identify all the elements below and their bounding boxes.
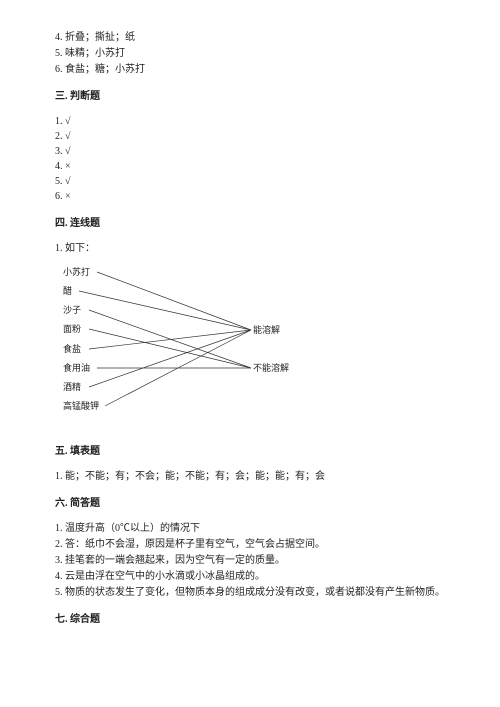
diagram-right-label: 能溶解 [253,324,280,338]
section3-heading: 三. 判断题 [55,89,445,104]
diagram-right-label: 不能溶解 [253,362,289,376]
sa-item: 3. 挂笔套的一端会翘起来，因为空气有一定的质量。 [55,553,445,568]
sa-item: 4. 云是由浮在空气中的小水滴或小冰晶组成的。 [55,569,445,584]
section4-heading: 四. 连线题 [55,216,445,231]
diagram-left-label: 沙子 [63,304,81,318]
sa-item: 2. 答：纸巾不会湿，原因是杯子里有空气，空气会占据空间。 [55,537,445,552]
top-items: 4. 折叠；撕扯；纸 5. 味精；小苏打 6. 食盐；糖；小苏打 [55,30,445,77]
diagram-edge [89,310,251,368]
judge-item: 6. × [55,189,445,204]
section5-heading: 五. 填表题 [55,444,445,459]
diagram-left-label: 小苏打 [63,266,90,280]
section7-heading: 七. 综合题 [55,612,445,627]
section6-heading: 六. 简答题 [55,496,445,511]
top-item: 4. 折叠；撕扯；纸 [55,30,445,45]
judge-item: 3. √ [55,144,445,159]
diagram-left-label: 高锰酸钾 [63,400,99,414]
diagram-edge [79,291,251,330]
diagram-left-label: 酒精 [63,381,81,395]
diagram-left-label: 食盐 [63,343,81,357]
section4-lead: 1. 如下： [55,241,445,256]
diagram-left-label: 食用油 [63,362,90,376]
judge-item: 1. √ [55,114,445,129]
judge-item: 2. √ [55,129,445,144]
diagram-edge [89,330,251,349]
diagram-left-label: 面粉 [63,323,81,337]
judge-item: 5. √ [55,174,445,189]
top-item: 5. 味精；小苏打 [55,46,445,61]
top-item: 6. 食盐；糖；小苏打 [55,62,445,77]
sa-item: 1. 温度升高（0℃以上）的情况下 [55,521,445,536]
section5-text: 1. 能；不能；有；不会；能；不能；有；会；能；能；有；会 [55,469,445,484]
short-answer-list: 1. 温度升高（0℃以上）的情况下 2. 答：纸巾不会湿，原因是杯子里有空气，空… [55,521,445,600]
judge-item: 4. × [55,159,445,174]
diagram-edge [89,329,251,368]
judgement-list: 1. √ 2. √ 3. √ 4. × 5. √ 6. × [55,114,445,204]
sa-item: 5. 物质的状态发生了变化，但物质本身的组成成分没有改变，或者说都没有产生新物质… [55,585,445,600]
diagram-edge [89,330,251,387]
matching-diagram: 小苏打醋沙子面粉食盐食用油酒精高锰酸钾能溶解不能溶解 [55,262,285,432]
diagram-left-label: 醋 [63,285,72,299]
